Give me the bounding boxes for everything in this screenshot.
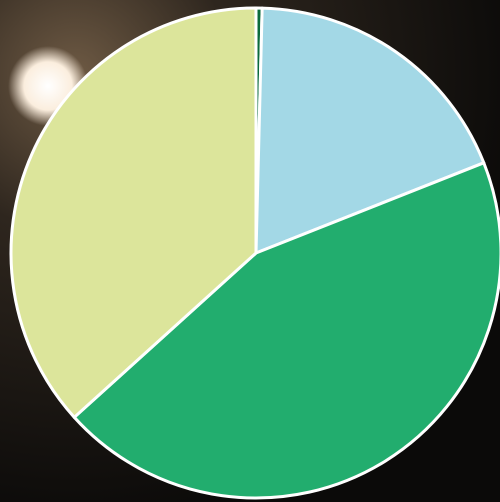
pie: [9, 6, 500, 500]
pie-slice: [72, 161, 500, 500]
pie-slice: [9, 6, 258, 419]
pie-slice: [254, 6, 486, 255]
